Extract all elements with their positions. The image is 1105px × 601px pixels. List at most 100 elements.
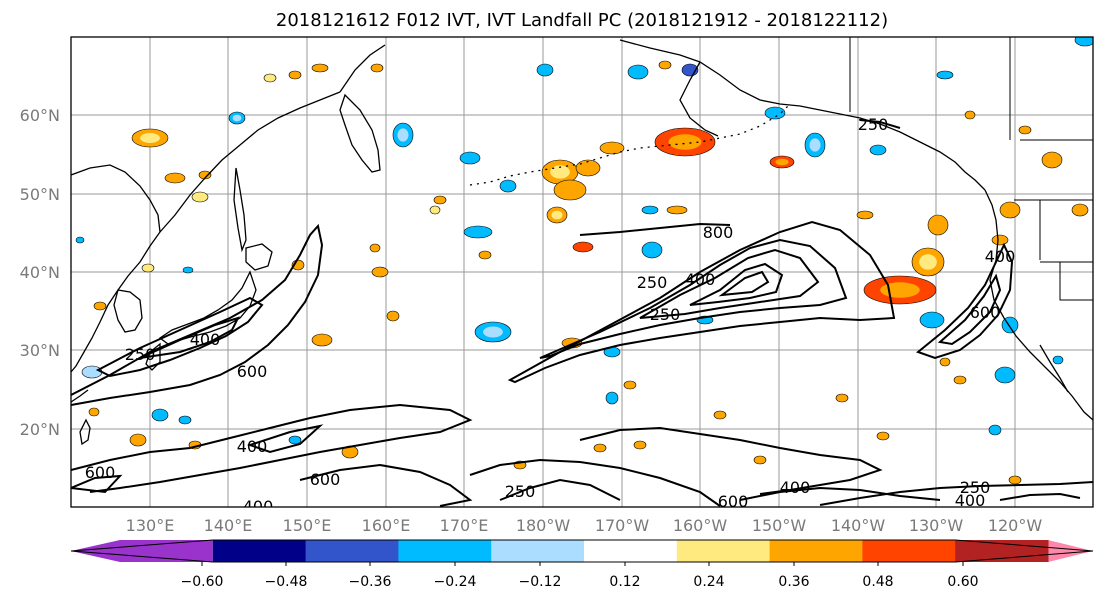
pc-anomaly-patch (182, 266, 194, 274)
colorbar-segment (491, 540, 585, 562)
colorbar-tick-label: 0.36 (778, 574, 809, 590)
pc-anomaly-patch (81, 365, 103, 379)
colorbar-tick-label: 0.48 (862, 574, 893, 590)
political-borders (849, 37, 1093, 301)
pc-anomaly-patch (1052, 355, 1064, 365)
longitude-label: 180°W (516, 516, 571, 535)
longitude-label: 150°E (283, 516, 332, 535)
colorbar-extension-low (71, 540, 213, 562)
ivt-contour-label: 400 (985, 247, 1016, 266)
colorbar-segment (862, 540, 956, 562)
pc-anomaly-patch (433, 195, 447, 205)
pc-anomaly-core (809, 138, 821, 152)
colorbar-tick-label: −0.60 (181, 574, 224, 590)
ivt-contour-label: 600 (970, 303, 1001, 322)
ivt-contour-label: 400 (955, 491, 986, 510)
longitude-label: 150°W (752, 516, 807, 535)
pc-anomaly-patch (459, 151, 481, 165)
pc-anomaly-patch (463, 225, 493, 239)
pc-anomaly-patch (641, 241, 663, 259)
ivt-contour-label: 600 (85, 463, 116, 482)
pc-anomaly-patch (141, 263, 155, 273)
colorbar-outline (70, 539, 1094, 563)
pc-anomaly-patch (151, 408, 169, 422)
ivt-contour-label: 400 (780, 478, 811, 497)
pc-anomaly-patch (856, 210, 874, 220)
pc-anomaly-patch (599, 141, 625, 155)
pc-anomaly-patch (88, 407, 100, 417)
longitude-label: 130°E (126, 516, 175, 535)
pc-anomaly-core (919, 254, 937, 270)
ivt-contour-label: 250 (505, 482, 536, 501)
pc-anomaly-patch (288, 70, 302, 80)
pc-anomaly-core (140, 133, 160, 143)
pc-anomaly-patch (939, 357, 951, 367)
ivt-contours (71, 119, 1093, 507)
pc-anomaly-patch (263, 73, 277, 83)
ivt-contour-label: 400 (243, 497, 274, 516)
ivt-contour-label: 600 (310, 470, 341, 489)
colorbar-segment (212, 540, 307, 562)
ivt-contour-label: 400 (190, 330, 221, 349)
pc-anomaly-patch (876, 431, 890, 441)
latitude-label: 20°N (20, 420, 60, 439)
longitude-label: 140°W (831, 516, 886, 535)
colorbar-segment (398, 540, 492, 562)
pc-anomaly-patch (999, 201, 1021, 219)
pc-anomaly-patch (164, 172, 186, 184)
ivt-contour-label: 800 (703, 223, 734, 242)
pc-anomaly-patch (572, 241, 594, 253)
colorbar (70, 539, 1094, 563)
pc-anomaly-patch (386, 310, 400, 322)
ivt-contour-label: 250 (637, 273, 668, 292)
pc-anomaly-patch (536, 63, 554, 77)
pc-anomaly-patch (311, 333, 333, 347)
longitude-label: 130°W (909, 516, 964, 535)
pc-anomaly-patch (1018, 125, 1032, 135)
colorbar-tick-label: 0.60 (947, 574, 978, 590)
pc-anomaly-patch (370, 63, 384, 73)
map-frame (70, 36, 1094, 508)
colorbar-tick-label: −0.12 (519, 574, 562, 590)
pc-anomaly-patch (1071, 203, 1089, 217)
pc-anomaly-patch (919, 311, 945, 329)
pc-anomaly-patch (764, 106, 786, 120)
pc-anomaly-core (397, 128, 409, 142)
colorbar-segment (769, 540, 863, 562)
longitude-label: 170°W (595, 516, 650, 535)
pc-anomaly-patch (371, 266, 389, 278)
ivt-contour-label: 400 (237, 437, 268, 456)
pc-anomaly-patch (191, 191, 209, 203)
pc-anomaly-patch (927, 214, 949, 236)
map-title: 2018121612 F012 IVT, IVT Landfall PC (20… (276, 10, 888, 31)
pc-anomaly-core (668, 134, 702, 150)
colorbar-tick-label: 0.24 (693, 574, 724, 590)
pc-anomaly-patch (593, 443, 607, 453)
colorbar-tick-label: −0.48 (265, 574, 308, 590)
ivt-contour-label: 600 (718, 492, 749, 511)
pc-anomaly-patch (633, 440, 647, 450)
pc-anomaly-patch (129, 433, 147, 447)
latitude-label: 60°N (20, 106, 60, 125)
pc-anomaly-core (775, 158, 789, 166)
longitude-label: 160°W (673, 516, 728, 535)
coastlines (71, 39, 1093, 446)
pc-anomaly-core (880, 282, 920, 298)
ivt-contour-label: 400 (685, 270, 716, 289)
longitude-label: 120°W (988, 516, 1043, 535)
pc-anomaly-patch (198, 170, 212, 180)
pc-anomaly-core (232, 114, 242, 122)
pc-anomaly-patch (713, 410, 727, 420)
pc-anomaly-core (483, 326, 503, 338)
pc-anomaly-patch (553, 179, 587, 201)
pc-anomaly-patch (1008, 475, 1022, 485)
ivt-contour-label: 250 (960, 478, 991, 497)
latitude-label: 50°N (20, 185, 60, 204)
pc-anomaly-patch (93, 301, 107, 311)
pc-anomaly-patch (988, 424, 1002, 436)
pc-anomaly-patch (991, 234, 1009, 246)
ivt-contour-label: 250 (125, 345, 156, 364)
pc-anomaly-patch (429, 205, 441, 215)
pc-anomaly-patch (75, 236, 85, 244)
